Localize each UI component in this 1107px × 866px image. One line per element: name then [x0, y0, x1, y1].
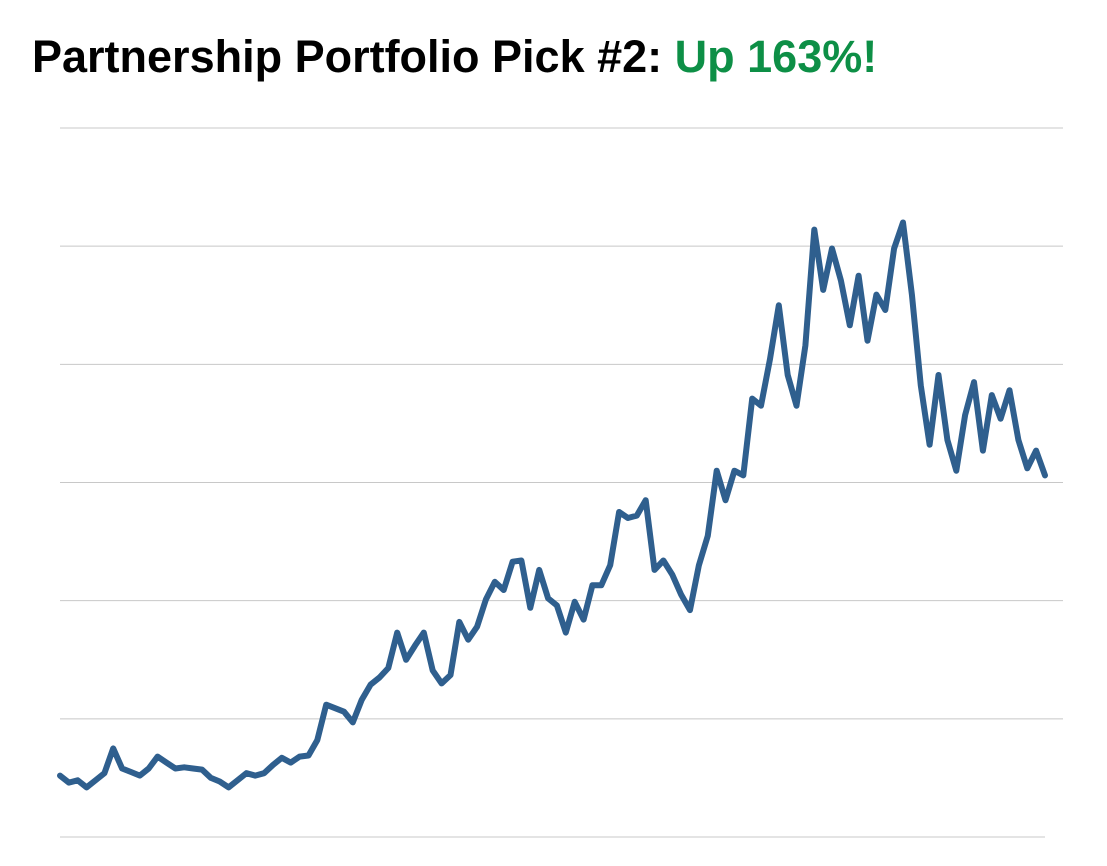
- title-highlight: Up 163%!: [675, 31, 878, 82]
- price-line: [57, 219, 1048, 791]
- chart-title: Partnership Portfolio Pick #2: Up 163%!: [32, 31, 877, 82]
- title-main: Partnership Portfolio Pick #2:: [32, 31, 662, 82]
